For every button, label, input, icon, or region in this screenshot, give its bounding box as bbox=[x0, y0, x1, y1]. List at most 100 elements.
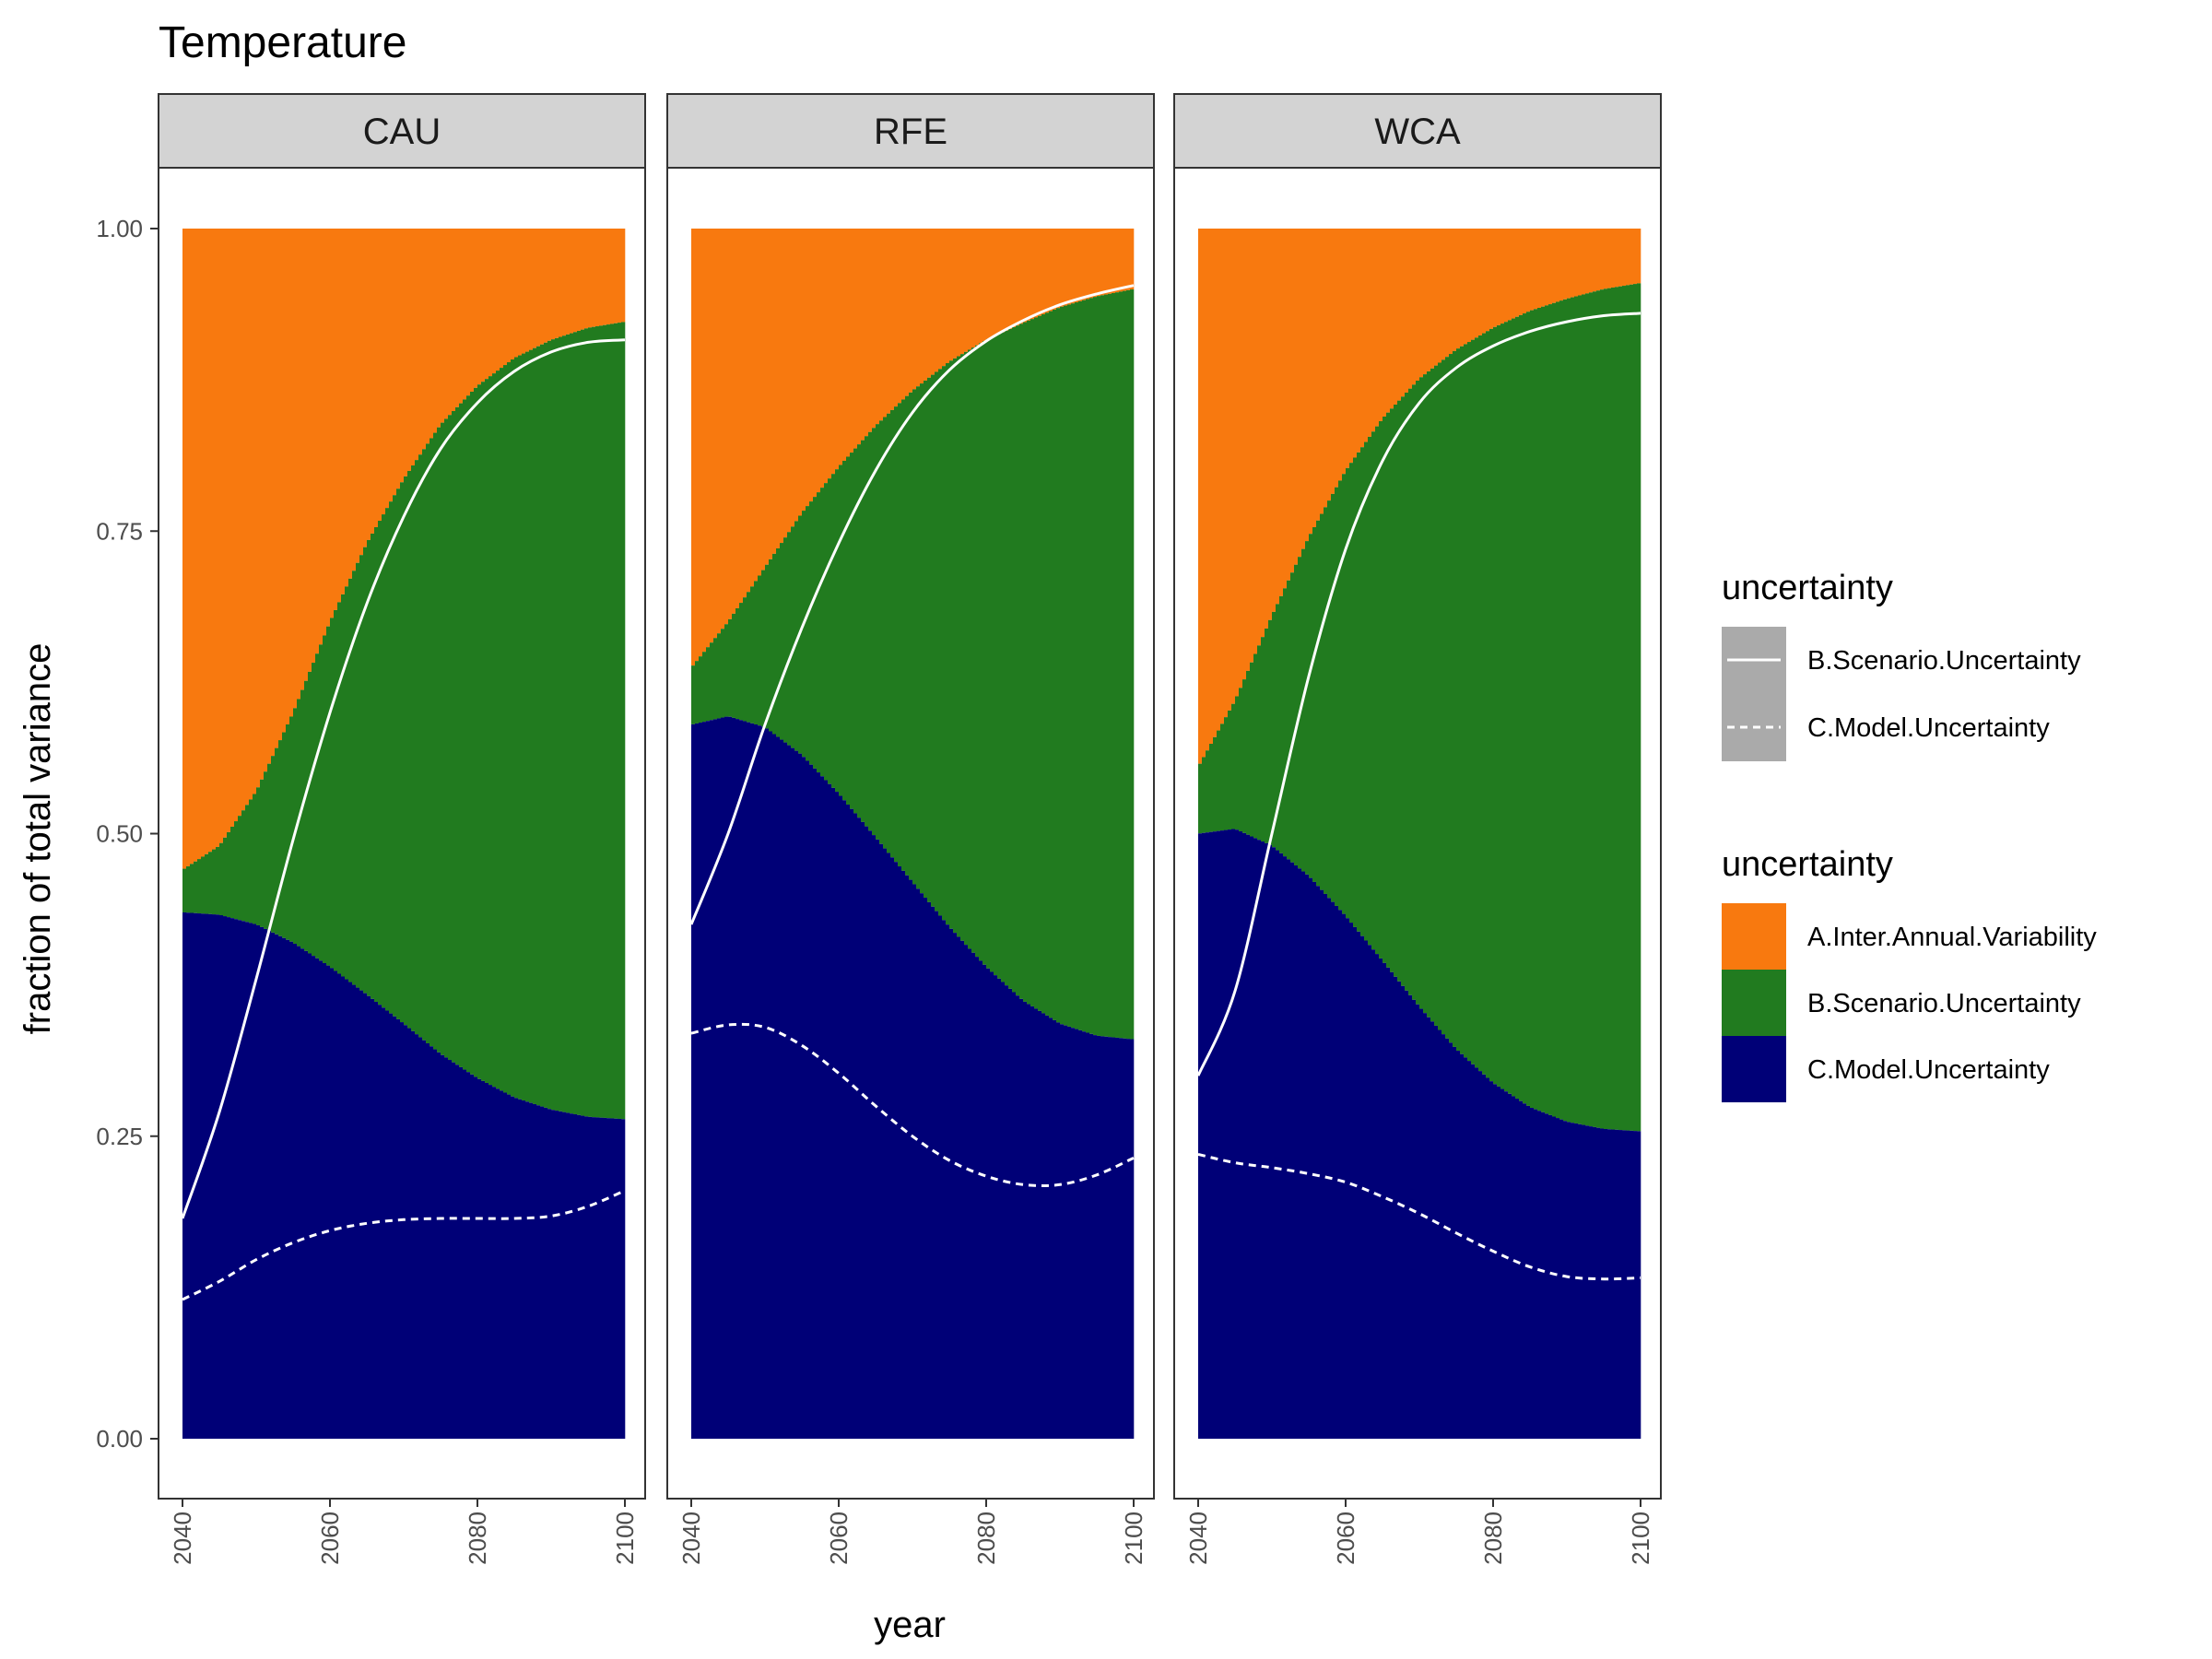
area-cell-model-uncertainty bbox=[197, 913, 202, 1439]
area-cell-inter-annual-variability bbox=[890, 229, 895, 410]
area-cell-scenario-uncertainty bbox=[1060, 306, 1065, 1025]
area-cell-scenario-uncertainty bbox=[769, 559, 773, 732]
area-cell-model-uncertainty bbox=[488, 1085, 493, 1439]
area-cell-scenario-uncertainty bbox=[1504, 322, 1509, 1092]
area-cell-scenario-uncertainty bbox=[1386, 412, 1391, 968]
area-cell-scenario-uncertainty bbox=[780, 543, 784, 740]
area-cell-model-uncertainty bbox=[459, 1066, 464, 1439]
area-cell-inter-annual-variability bbox=[861, 229, 865, 441]
area-cell-inter-annual-variability bbox=[547, 229, 552, 341]
area-cell-inter-annual-variability bbox=[1567, 229, 1571, 299]
area-cell-inter-annual-variability bbox=[488, 229, 493, 377]
area-cell-inter-annual-variability bbox=[935, 229, 939, 372]
area-cell-model-uncertainty bbox=[208, 913, 213, 1439]
area-cell-scenario-uncertainty bbox=[595, 326, 600, 1118]
area-cell-model-uncertainty bbox=[514, 1098, 519, 1439]
area-cell-model-uncertainty bbox=[1368, 945, 1372, 1439]
area-cell-inter-annual-variability bbox=[809, 229, 814, 502]
area-cell-scenario-uncertainty bbox=[1567, 298, 1571, 1123]
area-cell-inter-annual-variability bbox=[1235, 229, 1240, 697]
area-cell-inter-annual-variability bbox=[1112, 229, 1116, 293]
area-cell-inter-annual-variability bbox=[1382, 229, 1387, 417]
area-cell-scenario-uncertainty bbox=[581, 329, 585, 1116]
area-cell-inter-annual-variability bbox=[477, 229, 482, 385]
area-cell-inter-annual-variability bbox=[621, 229, 626, 323]
area-cell-inter-annual-variability bbox=[323, 229, 327, 636]
area-cell-scenario-uncertainty bbox=[219, 842, 224, 915]
area-cell-inter-annual-variability bbox=[1559, 229, 1564, 301]
area-cell-inter-annual-variability bbox=[732, 229, 736, 614]
area-cell-inter-annual-variability bbox=[879, 229, 884, 421]
model-uncertainty-line bbox=[182, 1189, 626, 1301]
area-cell-inter-annual-variability bbox=[1290, 229, 1295, 573]
area-cell-scenario-uncertainty bbox=[1471, 339, 1476, 1065]
area-cell-scenario-uncertainty bbox=[1287, 580, 1291, 860]
area-cell-inter-annual-variability bbox=[1012, 229, 1017, 328]
area-cell-model-uncertainty bbox=[1559, 1119, 1564, 1439]
area-cell-scenario-uncertainty bbox=[1257, 645, 1262, 841]
area-cell-inter-annual-variability bbox=[341, 229, 346, 594]
area-cell-inter-annual-variability bbox=[1206, 229, 1210, 751]
area-cell-inter-annual-variability bbox=[562, 229, 567, 336]
area-cell-model-uncertainty bbox=[1279, 853, 1284, 1439]
area-cell-scenario-uncertainty bbox=[289, 716, 294, 942]
area-cell-scenario-uncertainty bbox=[1438, 362, 1442, 1030]
area-cell-scenario-uncertainty bbox=[1030, 319, 1035, 1006]
area-cell-model-uncertainty bbox=[219, 915, 224, 1439]
area-cell-inter-annual-variability bbox=[393, 229, 397, 496]
area-cell-scenario-uncertainty bbox=[559, 336, 563, 1112]
area-cell-scenario-uncertainty bbox=[1585, 293, 1590, 1126]
area-cell-inter-annual-variability bbox=[1023, 229, 1028, 323]
area-cell-inter-annual-variability bbox=[1279, 229, 1284, 596]
area-cell-inter-annual-variability bbox=[968, 229, 972, 350]
x-tick-label: 2100 bbox=[1627, 1512, 1654, 1565]
area-cell-model-uncertainty bbox=[721, 717, 725, 1439]
area-cell-model-uncertainty bbox=[853, 813, 858, 1439]
legend-key-swatch bbox=[1722, 970, 1786, 1036]
area-cell-inter-annual-variability bbox=[194, 229, 198, 862]
y-axis: 0.00 0.25 0.50 0.75 1.00 bbox=[96, 215, 159, 1453]
area-cell-inter-annual-variability bbox=[374, 229, 379, 527]
area-cell-inter-annual-variability bbox=[614, 229, 618, 324]
area-cell-scenario-uncertainty bbox=[1500, 324, 1505, 1089]
area-cell-model-uncertainty bbox=[551, 1110, 556, 1439]
area-cell-scenario-uncertainty bbox=[1242, 679, 1247, 833]
area-cell-inter-annual-variability bbox=[382, 229, 386, 515]
area-cell-scenario-uncertainty bbox=[511, 359, 515, 1097]
area-cell-inter-annual-variability bbox=[1108, 229, 1112, 294]
area-cell-inter-annual-variability bbox=[312, 229, 316, 664]
legend-label: A.Inter.Annual.Variability bbox=[1807, 923, 2097, 952]
area-cell-scenario-uncertainty bbox=[739, 603, 744, 721]
area-cell-model-uncertainty bbox=[957, 936, 961, 1439]
area-cell-inter-annual-variability bbox=[1224, 229, 1229, 718]
area-cell-inter-annual-variability bbox=[304, 229, 309, 681]
area-cell-scenario-uncertainty bbox=[1283, 588, 1288, 857]
area-cell-inter-annual-variability bbox=[1530, 229, 1535, 311]
area-cell-model-uncertainty bbox=[964, 945, 969, 1439]
y-tick-label: 0.25 bbox=[96, 1123, 143, 1150]
area-cell-model-uncertainty bbox=[584, 1116, 589, 1439]
area-cell-inter-annual-variability bbox=[1027, 229, 1031, 321]
area-cell-model-uncertainty bbox=[1589, 1126, 1594, 1439]
area-cell-scenario-uncertainty bbox=[1217, 730, 1221, 831]
area-cell-model-uncertainty bbox=[559, 1111, 563, 1439]
area-cell-inter-annual-variability bbox=[1253, 229, 1258, 654]
area-cell-inter-annual-variability bbox=[500, 229, 504, 369]
area-cell-inter-annual-variability bbox=[747, 229, 751, 593]
area-cell-model-uncertainty bbox=[570, 1113, 574, 1439]
area-cell-inter-annual-variability bbox=[1423, 229, 1428, 375]
y-tick-label: 0.00 bbox=[96, 1425, 143, 1453]
area-cell-model-uncertainty bbox=[1486, 1077, 1490, 1439]
area-cell-inter-annual-variability bbox=[308, 229, 312, 672]
area-cell-scenario-uncertainty bbox=[1202, 757, 1206, 833]
area-cell-inter-annual-variability bbox=[241, 229, 246, 811]
area-cell-inter-annual-variability bbox=[1416, 229, 1420, 381]
area-cell-scenario-uncertainty bbox=[400, 482, 405, 1023]
area-cell-inter-annual-variability bbox=[938, 229, 943, 370]
area-cell-inter-annual-variability bbox=[1585, 229, 1590, 294]
area-cell-model-uncertainty bbox=[1276, 850, 1280, 1439]
area-cell-inter-annual-variability bbox=[1060, 229, 1065, 307]
area-cell-inter-annual-variability bbox=[828, 229, 832, 479]
area-cell-scenario-uncertainty bbox=[330, 618, 335, 969]
area-cell-scenario-uncertainty bbox=[794, 521, 799, 751]
